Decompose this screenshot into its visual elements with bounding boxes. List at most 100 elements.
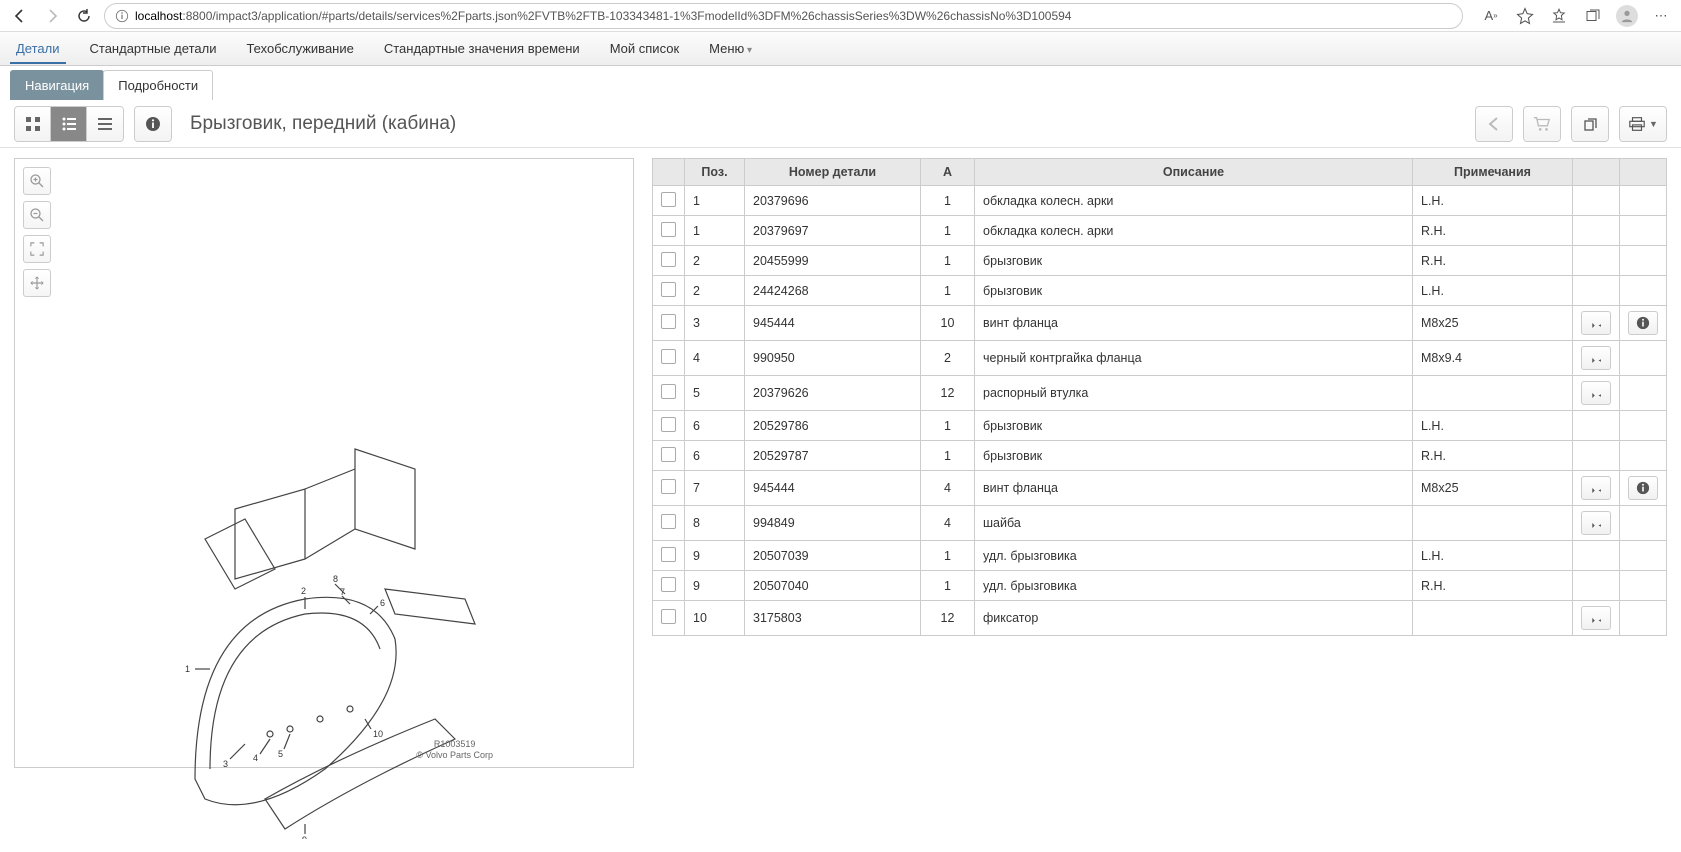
row-checkbox[interactable] — [661, 384, 676, 399]
cell-note: L.H. — [1413, 186, 1573, 216]
pin-button[interactable] — [1581, 311, 1611, 335]
table-row[interactable]: 6205297861брызговикL.H. — [653, 411, 1667, 441]
pan-button[interactable] — [23, 269, 51, 297]
col-desc: Описание — [975, 159, 1413, 186]
forward-button[interactable] — [40, 4, 64, 28]
row-info-button[interactable] — [1628, 476, 1658, 500]
history-back-button[interactable] — [1476, 107, 1512, 141]
table-row[interactable]: 9205070391удл. брызговикаL.H. — [653, 541, 1667, 571]
info-group — [134, 106, 172, 142]
diagram-illustration: 8 7 6 3 4 5 10 1 2 9 — [175, 439, 495, 839]
svg-text:2: 2 — [301, 586, 306, 596]
profile-button[interactable] — [1615, 4, 1639, 28]
avatar-icon — [1616, 5, 1638, 27]
table-row[interactable]: 2204559991брызговикR.H. — [653, 246, 1667, 276]
zoom-tools — [23, 167, 51, 297]
table-row[interactable]: 1203796961обкладка колесн. аркиL.H. — [653, 186, 1667, 216]
cell-qty: 1 — [921, 246, 975, 276]
table-row[interactable]: 6205297871брызговикR.H. — [653, 441, 1667, 471]
fullscreen-button[interactable] — [23, 235, 51, 263]
print-button[interactable]: ▼ — [1620, 107, 1666, 141]
row-checkbox[interactable] — [661, 547, 676, 562]
row-checkbox[interactable] — [661, 479, 676, 494]
nav-item-2[interactable]: Техобслуживание — [240, 33, 359, 64]
svg-text:9: 9 — [302, 835, 307, 839]
copy-button[interactable] — [1572, 107, 1608, 141]
chevron-down-icon: ▼ — [1649, 119, 1658, 129]
url-bar[interactable]: localhost:8800/impact3/application/#part… — [104, 3, 1463, 29]
row-info-button[interactable] — [1628, 311, 1658, 335]
row-checkbox[interactable] — [661, 609, 676, 624]
grid-view-button[interactable] — [15, 107, 51, 141]
table-row[interactable]: 9205070401удл. брызговикаR.H. — [653, 571, 1667, 601]
info-button[interactable] — [135, 107, 171, 141]
table-row[interactable]: 49909502черный контргайка фланцаM8x9.4 — [653, 341, 1667, 376]
table-row[interactable]: 79454444винт фланцаM8x25 — [653, 471, 1667, 506]
table-row[interactable]: 1203796971обкладка колесн. аркиR.H. — [653, 216, 1667, 246]
diagram-copyright: © Volvo Parts Corp — [416, 750, 493, 761]
table-row[interactable]: 394544410винт фланцаM8x25 — [653, 306, 1667, 341]
nav-item-5[interactable]: Меню — [703, 33, 758, 64]
cell-pos: 10 — [685, 601, 745, 636]
compact-view-button[interactable] — [87, 107, 123, 141]
more-button[interactable]: ⋯ — [1649, 4, 1673, 28]
zoom-in-button[interactable] — [23, 167, 51, 195]
favorite-button[interactable] — [1513, 4, 1537, 28]
cell-desc: винт фланца — [975, 471, 1413, 506]
favorites-bar-button[interactable] — [1547, 4, 1571, 28]
table-row[interactable]: 52037962612распорный втулка — [653, 376, 1667, 411]
cart-group — [1523, 106, 1561, 142]
nav-item-4[interactable]: Мой список — [604, 33, 685, 64]
list-view-button[interactable] — [51, 107, 87, 141]
cell-pos: 9 — [685, 541, 745, 571]
nav-item-0[interactable]: Детали — [10, 33, 66, 64]
row-checkbox[interactable] — [661, 314, 676, 329]
cell-note — [1413, 506, 1573, 541]
cell-desc: брызговик — [975, 441, 1413, 471]
back-button[interactable] — [8, 4, 32, 28]
row-checkbox[interactable] — [661, 192, 676, 207]
nav-item-1[interactable]: Стандартные детали — [84, 33, 223, 64]
read-aloud-button[interactable]: A» — [1479, 4, 1503, 28]
tab-1[interactable]: Подробности — [103, 70, 213, 100]
row-checkbox[interactable] — [661, 282, 676, 297]
cell-note: M8x25 — [1413, 471, 1573, 506]
table-row[interactable]: 10317580312фиксатор — [653, 601, 1667, 636]
cell-note: L.H. — [1413, 276, 1573, 306]
reload-button[interactable] — [72, 4, 96, 28]
cell-qty: 4 — [921, 506, 975, 541]
info-icon — [115, 9, 129, 23]
pin-button[interactable] — [1581, 381, 1611, 405]
cell-desc: фиксатор — [975, 601, 1413, 636]
cell-desc: обкладка колесн. арки — [975, 216, 1413, 246]
cell-desc: винт фланца — [975, 306, 1413, 341]
toolbar: Брызговик, передний (кабина) ▼ — [0, 100, 1681, 148]
cell-qty: 10 — [921, 306, 975, 341]
row-checkbox[interactable] — [661, 447, 676, 462]
table-row[interactable]: 2244242681брызговикL.H. — [653, 276, 1667, 306]
view-mode-group — [14, 106, 124, 142]
cell-pos: 6 — [685, 441, 745, 471]
row-checkbox[interactable] — [661, 577, 676, 592]
cart-button[interactable] — [1524, 107, 1560, 141]
pin-button[interactable] — [1581, 346, 1611, 370]
svg-text:8: 8 — [333, 574, 338, 584]
cell-qty: 1 — [921, 276, 975, 306]
pin-button[interactable] — [1581, 476, 1611, 500]
collections-button[interactable] — [1581, 4, 1605, 28]
cell-note — [1413, 376, 1573, 411]
cell-pn: 20379626 — [745, 376, 921, 411]
nav-item-3[interactable]: Стандартные значения времени — [378, 33, 586, 64]
col-note: Примечания — [1413, 159, 1573, 186]
row-checkbox[interactable] — [661, 222, 676, 237]
row-checkbox[interactable] — [661, 349, 676, 364]
row-checkbox[interactable] — [661, 417, 676, 432]
tab-0[interactable]: Навигация — [10, 70, 104, 100]
cell-pn: 24424268 — [745, 276, 921, 306]
zoom-out-button[interactable] — [23, 201, 51, 229]
table-row[interactable]: 89948494шайба — [653, 506, 1667, 541]
pin-button[interactable] — [1581, 511, 1611, 535]
row-checkbox[interactable] — [661, 514, 676, 529]
pin-button[interactable] — [1581, 606, 1611, 630]
row-checkbox[interactable] — [661, 252, 676, 267]
